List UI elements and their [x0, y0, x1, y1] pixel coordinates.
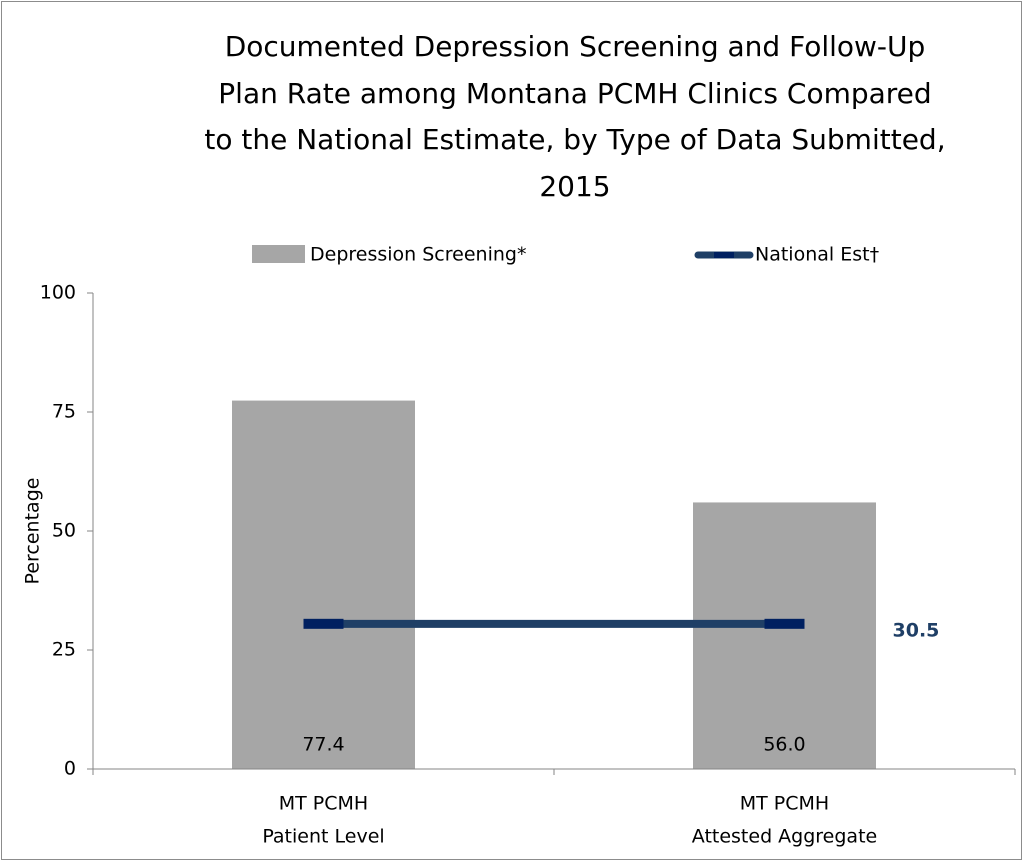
y-tick-label: 0	[64, 758, 76, 780]
line-marker	[303, 618, 344, 629]
x-tick-label: MT PCMH	[279, 793, 368, 815]
chart-title: Plan Rate among Montana PCMH Clinics Com…	[218, 77, 931, 110]
bar-value-label: 56.0	[763, 734, 805, 756]
y-tick-label: 75	[52, 401, 76, 423]
chart-title: Documented Depression Screening and Foll…	[225, 30, 926, 63]
legend-label: National Est†	[755, 244, 879, 266]
legend-marker	[714, 252, 734, 258]
chart-title: 2015	[539, 170, 610, 203]
line-marker	[764, 618, 805, 629]
line-value-label: 30.5	[893, 619, 940, 641]
y-tick-label: 25	[52, 639, 76, 661]
x-tick-label: Attested Aggregate	[692, 826, 877, 848]
y-tick-label: 50	[52, 520, 76, 542]
bar	[693, 502, 876, 769]
x-tick-label: Patient Level	[262, 826, 384, 848]
bar-value-label: 77.4	[302, 734, 344, 756]
legend-swatch	[252, 245, 305, 263]
legend-label: Depression Screening*	[310, 244, 526, 266]
y-tick-label: 100	[40, 282, 76, 304]
bar	[232, 400, 415, 769]
x-tick-label: MT PCMH	[740, 793, 829, 815]
y-axis-label: Percentage	[22, 478, 44, 585]
chart-title: to the National Estimate, by Type of Dat…	[204, 123, 945, 156]
